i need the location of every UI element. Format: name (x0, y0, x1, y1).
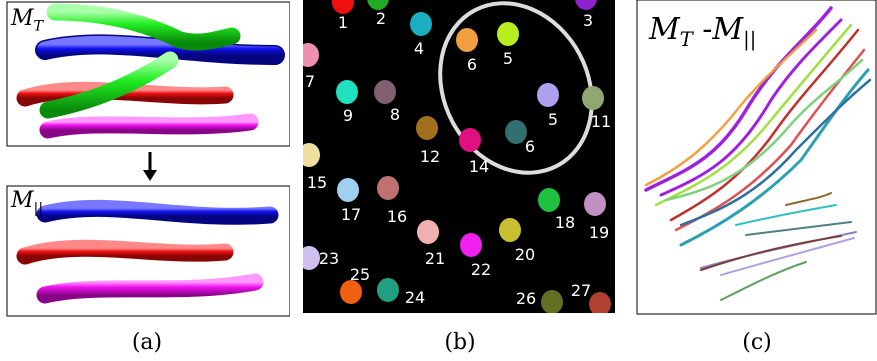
cell-blob (332, 0, 354, 14)
cell-label: 5 (503, 49, 513, 68)
top-box-label: MT (11, 6, 44, 35)
arrow-head-icon (143, 170, 157, 181)
panel-a: MT M|| (0, 0, 291, 320)
cell-blob (374, 80, 396, 104)
panel-c-drawing (636, 0, 877, 315)
track-teal-1 (679, 68, 870, 247)
cell-label: 17 (341, 205, 361, 224)
cell-label: 26 (516, 289, 536, 308)
track-maroon-1 (700, 235, 842, 271)
cell-blob (589, 292, 611, 316)
cell-label: 21 (425, 249, 445, 268)
cell-label: 20 (515, 245, 535, 264)
cell-blob (367, 0, 389, 10)
track-purple-1 (644, 6, 833, 192)
track-green-1 (664, 58, 864, 202)
cell-blob (582, 86, 604, 110)
caption-a: (a) (131, 330, 163, 355)
magenta-tube-top (39, 113, 259, 139)
cell-blob (340, 280, 362, 304)
cell-blob (575, 0, 597, 10)
green-tube-upper (46, 3, 241, 51)
cell-blob (505, 120, 527, 144)
caption-c: (c) (742, 330, 772, 355)
cell-label: 18 (555, 213, 575, 232)
green-tube-lower (39, 51, 179, 119)
cell-blob (297, 43, 319, 67)
cell-blob (538, 188, 560, 212)
track-purple-2 (659, 18, 843, 197)
cell-label: 22 (471, 260, 491, 279)
cell-label: 1 (338, 13, 348, 32)
cell-blob (541, 290, 563, 314)
track-lavender-2 (720, 237, 855, 276)
cell-label: 6 (525, 137, 535, 156)
cell-label: 2 (376, 9, 386, 28)
cell-label: 8 (390, 105, 400, 124)
track-green-2 (720, 261, 807, 301)
bottom-box-label: M|| (11, 188, 44, 217)
cell-label: 16 (387, 207, 407, 226)
cell-label: 24 (405, 288, 425, 307)
cell-blob (459, 128, 481, 152)
track-cyan-1 (735, 204, 837, 226)
cell-blob (337, 178, 359, 202)
magenta-tube-bottom (36, 273, 264, 304)
track-lime-1 (654, 23, 853, 207)
cell-blob (377, 278, 399, 302)
panel-c-label: MT -M|| (649, 12, 757, 51)
cell-blob (410, 12, 432, 36)
caption-b: (b) (444, 330, 476, 355)
cell-blob (537, 83, 559, 107)
cell-label: 27 (571, 281, 591, 300)
cell-blob (377, 176, 399, 200)
track-orange-1 (644, 28, 818, 187)
cell-label: 7 (305, 72, 315, 91)
cell-label: 15 (307, 173, 327, 192)
cell-label: 4 (414, 39, 424, 58)
track-brown-1 (785, 192, 832, 206)
cell-label: 19 (589, 223, 609, 242)
cell-label: 9 (343, 106, 353, 125)
blue-tube-top (36, 35, 284, 64)
cell-blob (497, 22, 519, 46)
cell-label: 12 (420, 147, 440, 166)
cell-label: 25 (350, 265, 370, 284)
track-red-1 (669, 28, 860, 222)
panel-b: 1 2 3 4 5 6 7 8 9 5 6 11 12 14 15 16 17 18 19 20 21 22 23 24 25 2… (297, 0, 615, 316)
panel-c: MT -M|| (636, 0, 877, 315)
cell-blob (298, 143, 320, 167)
cell-label: 3 (583, 11, 593, 30)
red-tube-bottom (16, 239, 234, 265)
cell-blob (417, 220, 439, 244)
blue-tube-bottom (36, 199, 279, 225)
cell-blob (460, 233, 482, 257)
panel-a-drawing (6, 1, 291, 317)
cell-blob (416, 116, 438, 140)
cell-blob (298, 246, 320, 270)
track-slate-1 (745, 221, 852, 236)
track-blue-1 (679, 78, 872, 227)
cell-blob (584, 192, 606, 216)
cell-label: 6 (467, 55, 477, 74)
cell-blob (456, 28, 478, 52)
cell-label: 23 (319, 249, 339, 268)
cell-blob (499, 218, 521, 242)
cell-label: 5 (548, 110, 558, 129)
cell-blob (336, 80, 358, 104)
cell-label: 11 (591, 112, 611, 131)
cell-label: 14 (469, 157, 489, 176)
